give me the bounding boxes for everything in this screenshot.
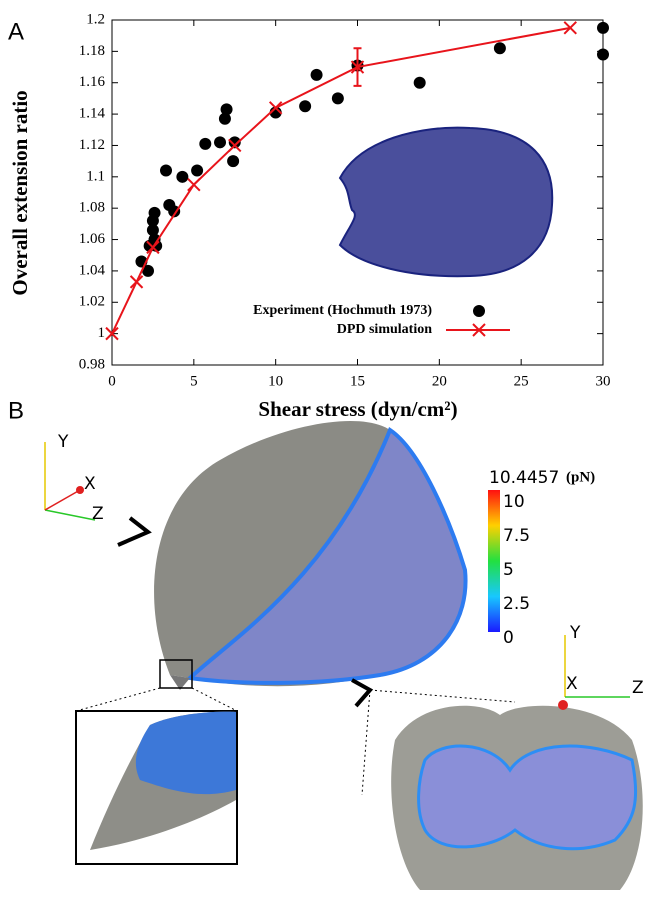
colorbar-tick-label: 2.5 [503,594,530,614]
triad-label: Z [92,504,104,524]
data-point [268,101,283,115]
triad-label: Z [632,678,644,698]
data-point [597,48,609,61]
data-point [129,275,144,289]
colorbar-unit: (pN) [566,469,595,485]
x-tick-label: 30 [596,373,611,389]
triad-label: Y [569,623,581,643]
legend-marker [473,305,485,317]
data-point [228,136,241,149]
y-tick-label: 1.18 [79,43,105,59]
data-point [220,103,233,116]
view-arrow [117,516,152,547]
data-point [142,264,155,277]
y-axis-label: Overall extension ratio [8,90,32,295]
zoom-mesh [135,711,236,795]
data-point [597,21,609,34]
y-tick-label: 1 [98,325,106,341]
view-line [369,689,516,703]
zoom-line [191,687,238,712]
colorbar-tick-label: 0 [503,628,514,648]
axis-triad [44,442,630,710]
x-tick-label: 5 [190,373,198,389]
panel-label: A [8,18,24,45]
rbc-3d [154,421,468,690]
data-point [105,326,119,341]
triad-label: Y [57,432,69,452]
data-point [168,205,181,218]
data-point [160,164,173,177]
data-point [331,92,344,105]
rbc-inset [338,126,554,278]
data-point [191,164,204,177]
y-tick-label: 1.12 [79,137,105,153]
colorbar-tick-label: 5 [503,560,514,580]
y-tick-label: 1.16 [79,74,106,90]
data-point [350,60,365,74]
data-point [187,177,201,192]
y-tick-label: 1.04 [79,262,106,278]
colorbar [488,490,500,632]
data-point [227,155,240,168]
y-tick-label: 1.02 [79,294,105,310]
data-point [146,240,160,255]
y-tick-label: 1.14 [79,106,106,122]
y-tick-label: 1.08 [79,200,105,216]
zoom-box [159,659,193,689]
data-point [199,137,212,150]
view-line [361,689,371,796]
legend-label: Experiment (Hochmuth 1973) [253,303,432,318]
data-point [563,21,577,35]
data-point [310,68,323,81]
legend-marker [472,323,486,337]
y-tick-label: 0.98 [79,356,105,372]
data-point [299,100,312,113]
y-tick-label: 1.1 [86,168,105,184]
data-point [214,136,227,149]
data-point [176,170,189,183]
x-axis-label: Shear stress (dyn/cm²) [258,397,457,421]
triad-label: X [84,474,96,494]
series-line [111,26,571,335]
colorbar-tick-label: 7.5 [503,526,530,546]
y-tick-label: 1.2 [86,11,105,27]
x-tick-label: 15 [350,373,365,389]
data-point [218,112,231,125]
legend-label: DPD simulation [337,322,433,337]
zoom-line [75,687,161,712]
colorbar-tick-label: 10 [503,492,525,512]
panel-label: B [8,397,24,424]
data-point [493,42,506,55]
y-tick-label: 1.06 [79,231,106,247]
x-tick-label: 0 [108,373,116,389]
view-arrow [351,678,374,708]
data-point [146,224,159,237]
data-point [148,206,161,219]
data-point [413,76,426,89]
x-tick-label: 20 [432,373,447,389]
x-tick-label: 25 [514,373,529,389]
colorbar-max: 10.4457 [489,468,559,488]
x-tick-label: 10 [268,373,283,389]
rbc-front-mesh [417,744,638,851]
triad-label: X [566,674,578,694]
data-point [228,138,242,153]
